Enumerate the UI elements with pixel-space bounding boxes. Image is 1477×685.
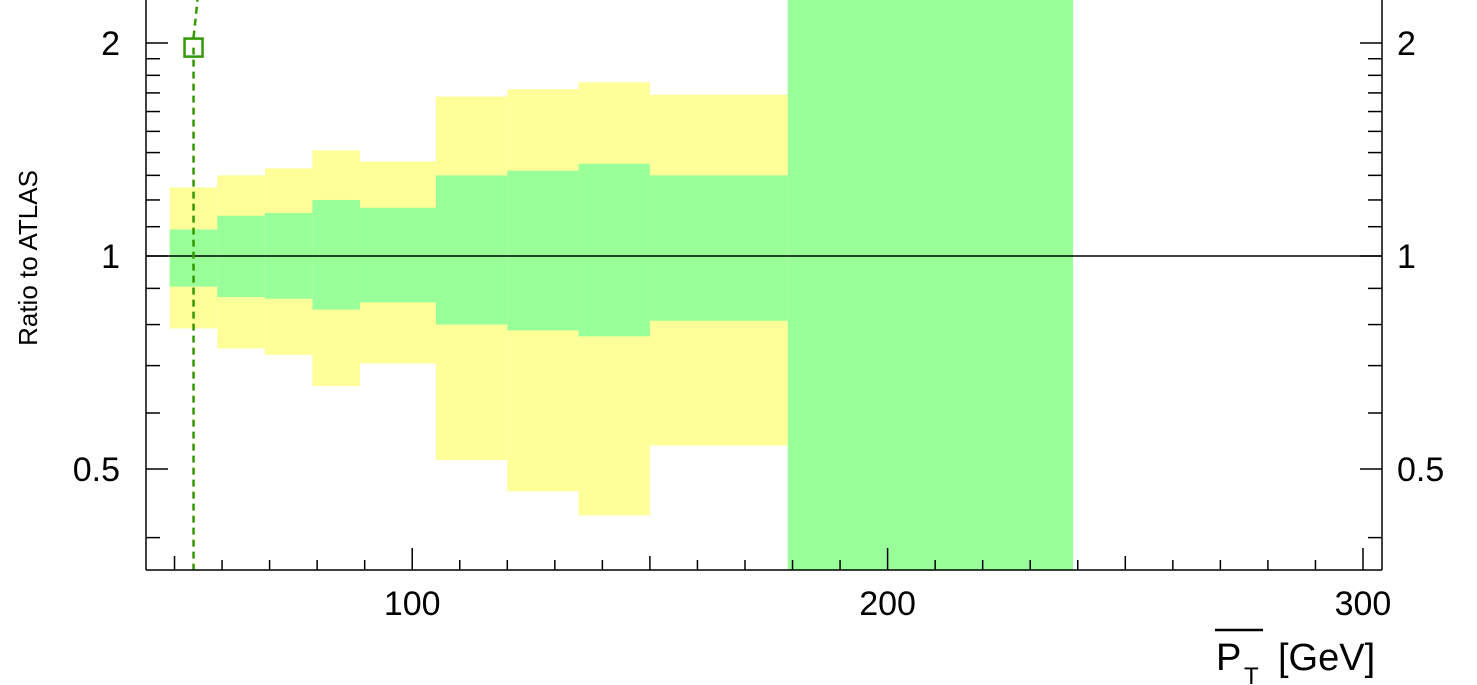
inner-band-bin-7 xyxy=(578,163,650,337)
y-axis-title: Ratio to ATLAS xyxy=(13,170,43,346)
x-axis-title-unit: [GeV] xyxy=(1278,637,1375,679)
y-tick-label-left-2: 2 xyxy=(101,25,120,63)
overlay-dashed-line-top-0 xyxy=(192,0,199,38)
y-axis-ticks xyxy=(146,42,1382,539)
inner-band-bin-9 xyxy=(787,0,1073,570)
x-axis-title-subscript: T xyxy=(1244,663,1259,685)
y-tick-label-left-1: 1 xyxy=(101,238,120,276)
x-axis-title-symbol: P xyxy=(1216,637,1241,679)
plot-frame xyxy=(145,0,1383,571)
x-axis-title: P T [GeV] xyxy=(1215,628,1375,685)
inner-band-bin-5 xyxy=(435,175,508,325)
x-axis-ticks xyxy=(173,548,1364,570)
inner-band-bin-4 xyxy=(359,207,436,303)
y-tick-label-right-1: 1 xyxy=(1397,238,1416,276)
x-tick-label-300: 300 xyxy=(1335,585,1392,623)
inner-band-bin-8 xyxy=(649,175,788,321)
inner-uncertainty-band xyxy=(169,0,1073,570)
y-tick-label-right-0.5: 0.5 xyxy=(1397,451,1444,489)
overlay-marker-0 xyxy=(183,37,204,58)
inner-band-bin-3 xyxy=(312,199,360,310)
tick-labels: 100 200 300 0.5 1 2 0.5 1 2 xyxy=(73,25,1445,623)
x-tick-label-100: 100 xyxy=(384,585,441,623)
x-tick-label-200: 200 xyxy=(859,585,916,623)
y-tick-label-left-0.5: 0.5 xyxy=(73,451,120,489)
overlay-series xyxy=(183,0,204,570)
y-tick-label-right-2: 2 xyxy=(1397,25,1416,63)
inner-band-bin-6 xyxy=(507,170,579,331)
